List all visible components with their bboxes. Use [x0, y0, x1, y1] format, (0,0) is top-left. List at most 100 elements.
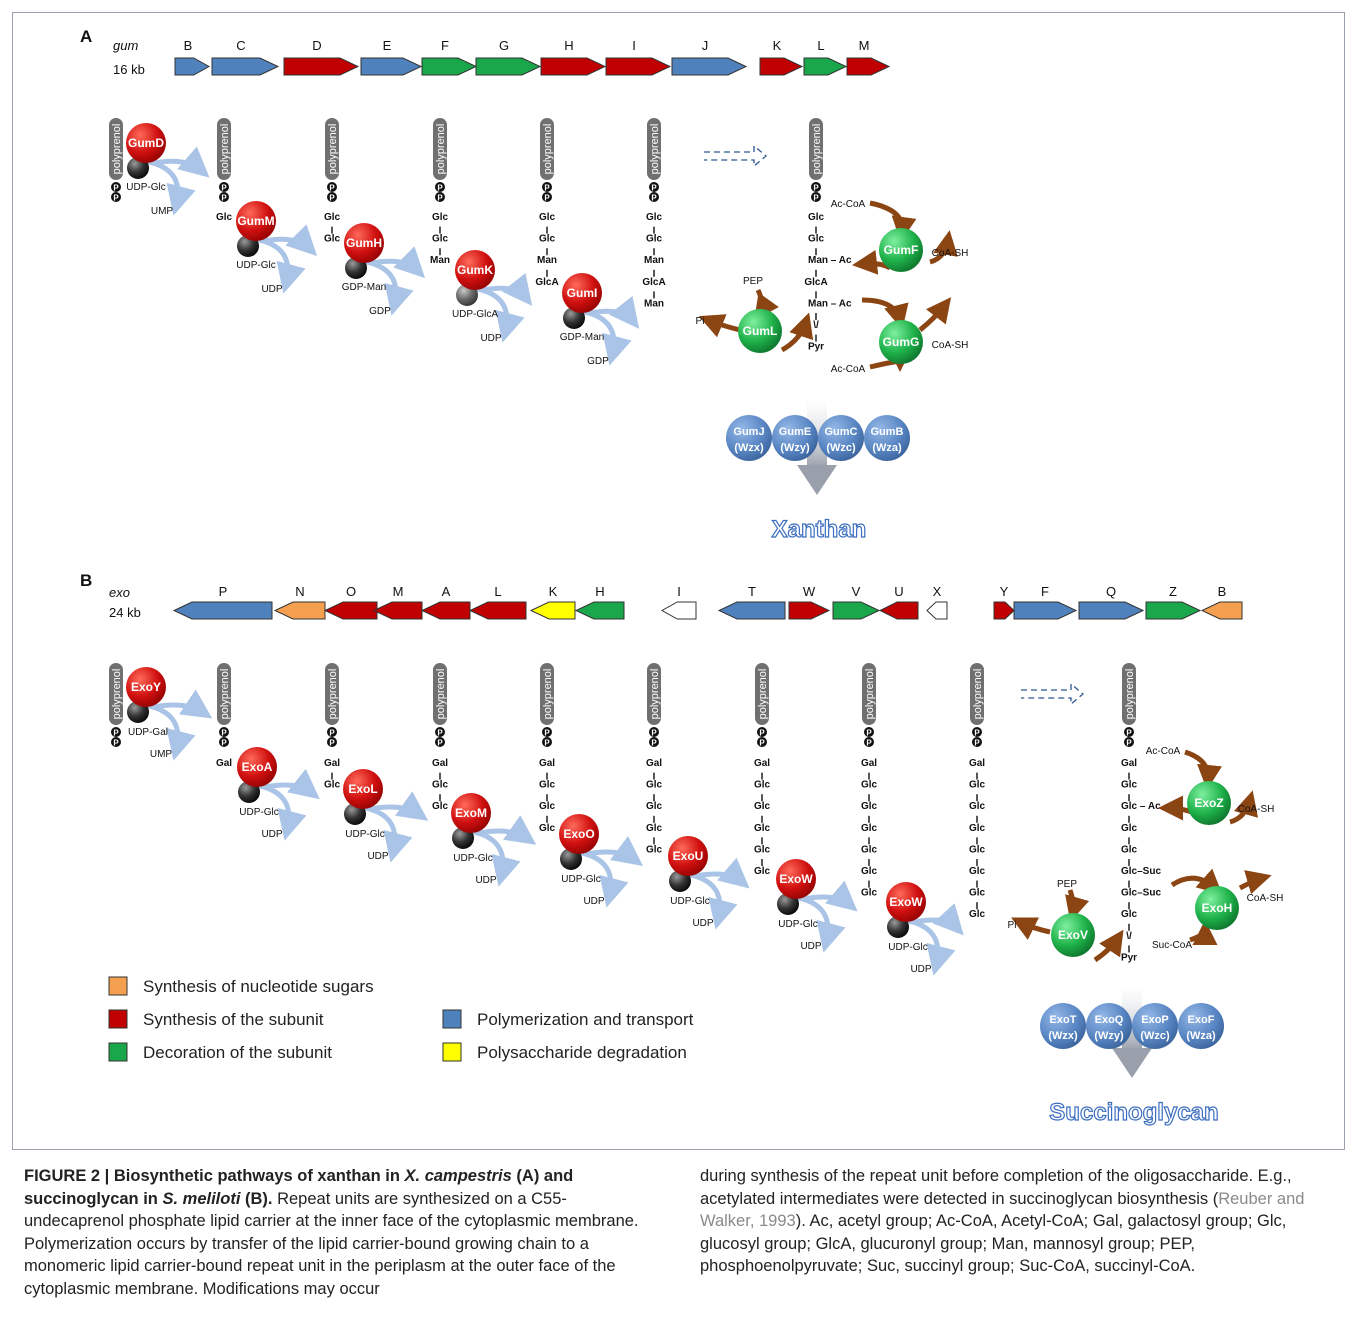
gum-l-product: Pi — [696, 316, 705, 327]
exo-step-8-phosphate-label-2: P — [866, 739, 872, 748]
exo-final-phosphate-2 — [1124, 737, 1134, 747]
exo-step-9-phosphate-label-2: P — [974, 739, 980, 748]
exo-step-6-phosphate-1 — [649, 727, 659, 737]
exo-gene-Q-label: Q — [1106, 584, 1116, 599]
exo-enzyme-ExoU-6-sphere — [668, 836, 708, 876]
exo-step-3-chain-sugar-0: Gal — [324, 758, 340, 769]
exo-z-out-arrow — [1229, 790, 1259, 825]
exo-final-phosphate-label-1: P — [1126, 729, 1132, 738]
exo-step-1-phosphate-label-2: P — [113, 739, 119, 748]
exo-gene-I-arrow — [660, 601, 697, 620]
gum-step-1-reaction-arrow — [143, 158, 196, 216]
panel-b-locus-size: 24 kb — [109, 605, 141, 620]
gum-enzyme-GumK-label: GumK — [457, 263, 493, 277]
exo-step-9-chain-sugar-5: Glc — [969, 866, 986, 877]
gum-gene-E-label: E — [383, 38, 392, 53]
gum-polymer-name: Xanthan — [772, 516, 867, 543]
caption-citation-link[interactable]: Reuber and Walker, 1993 — [700, 1189, 1305, 1231]
exo-step-2-lipid-label: polyprenol — [219, 669, 231, 720]
exo-enzyme-ExoU-6-label: ExoU — [673, 849, 704, 863]
gum-final-phosphate-2 — [811, 192, 821, 202]
gum-gene-D-label: D — [312, 38, 321, 53]
gum-step-5-chain-sugar-1: Glc — [539, 234, 556, 245]
exo-step-7-chain-sugar-0: Gal — [754, 758, 770, 769]
exo-gene-T-arrow — [717, 601, 786, 620]
gum-l-in-arrow — [754, 288, 779, 321]
gum-gene-M-label: M — [859, 38, 870, 53]
exo-step-7-chain-sugar-3: Glc — [754, 823, 771, 834]
exo-step-4-phosphate-2 — [435, 737, 445, 747]
gum-step-4-product-label: UDP — [480, 333, 501, 344]
gum-step-1-donor-label: UDP-Glc — [126, 182, 165, 193]
exo-step-5-chain-sugar-2: Glc — [539, 801, 556, 812]
exo-gene-M-label: M — [393, 584, 404, 599]
exo-step-3-phosphate-label-1: P — [329, 729, 335, 738]
exo-step-7-donor-label: UDP-Glc — [778, 919, 817, 930]
exo-h-substrate: Suc-CoA — [1152, 940, 1192, 951]
exo-step-9-chain-sugar-4: Glc — [969, 844, 986, 855]
gum-enzyme-GumG-sphere — [879, 320, 923, 364]
legend-swatch-decoration — [108, 1042, 128, 1062]
gum-gene-F-label: F — [441, 38, 449, 53]
gum-gene-J-arrow — [671, 57, 748, 76]
gum-step-2-chain-sugar-0: Glc — [216, 212, 233, 223]
exo-gene-B-arrow — [1200, 601, 1243, 620]
gum-step-4-phosphate-label-2: P — [437, 194, 443, 203]
gum-enzyme-GumF-label: GumF — [884, 243, 919, 257]
gum-transporter-GumB-name: GumB — [871, 426, 904, 438]
gum-transporter-GumE-alias: (Wzy) — [780, 442, 810, 454]
exo-step-7-phosphate-label-1: P — [759, 729, 765, 738]
panel-b-letter: B — [80, 571, 92, 590]
exo-step-6-transfer-arrow — [695, 857, 750, 889]
exo-step-2-phosphate-label-2: P — [221, 739, 227, 748]
exo-v-in-arrow — [1065, 889, 1090, 922]
exo-gene-T-label: T — [748, 584, 756, 599]
legend-swatch-nucleotide — [108, 976, 128, 996]
exo-gene-N-arrow — [273, 601, 326, 620]
exo-step-7-chain-sugar-1: Glc — [754, 780, 771, 791]
exo-step-3-product-label: UDP — [367, 851, 388, 862]
exo-v-out-arrow — [1011, 917, 1051, 940]
exo-step-7-lipid-label: polyprenol — [757, 669, 769, 720]
exo-step-3-chain-sugar-1: Glc — [324, 780, 341, 791]
exo-step-3-lipid — [325, 663, 339, 725]
exo-step-9-chain-sugar-0: Gal — [969, 758, 985, 769]
gum-step-5-chain-sugar-0: Glc — [539, 212, 556, 223]
exo-v-substrate: PEP — [1057, 879, 1077, 890]
gum-enzyme-GumL-label: GumL — [743, 324, 778, 338]
gum-g-ac-arrow — [861, 297, 909, 330]
gum-step-2-donor-label: UDP-Glc — [236, 260, 275, 271]
gum-final-chain-sugar-1: Glc — [808, 234, 825, 245]
gum-enzyme-GumM-sphere — [236, 201, 276, 241]
gum-gene-B-arrow — [174, 57, 211, 76]
exo-step-5-chain-sugar-3: Glc — [539, 823, 556, 834]
exo-step-3-lipid-label: polyprenol — [327, 669, 339, 720]
gum-step-6-chain-sugar-2: Man — [644, 255, 664, 266]
exo-step-5-phosphate-label-2: P — [544, 739, 550, 748]
exo-z-substrate: Ac-CoA — [1146, 746, 1181, 757]
gum-gene-J-label: J — [702, 38, 709, 53]
legend-label-nucleotide: Synthesis of nucleotide sugars — [143, 977, 374, 996]
exo-step-2-donor-label: UDP-Glc — [239, 807, 278, 818]
exo-step-6-product-label: UDP — [692, 918, 713, 929]
exo-step-7-reaction-arrow — [793, 894, 846, 953]
gum-enzyme-GumM-label: GumM — [237, 214, 274, 228]
gum-final-chain-sugar-5: \/ — [813, 320, 819, 331]
exo-step-3-phosphate-2 — [327, 737, 337, 747]
caption-right-column: during synthesis of the repeat unit befo… — [700, 1165, 1334, 1278]
gum-enzyme-GumD-label: GumD — [128, 136, 164, 150]
gum-transporter-GumB-alias: (Wza) — [872, 442, 902, 454]
exo-step-4-reaction-arrow — [468, 828, 521, 887]
exo-gene-A-arrow — [420, 601, 471, 620]
exo-gene-W-label: W — [803, 584, 816, 599]
exo-final-phosphate-1 — [1124, 727, 1134, 737]
gum-step-2-phosphate-1 — [219, 182, 229, 192]
gum-transporter-GumC-name: GumC — [825, 426, 858, 438]
gum-step-3-transfer-arrow — [371, 246, 426, 279]
exo-step-6-phosphate-label-2: P — [651, 739, 657, 748]
gum-enzyme-GumH-sphere — [344, 223, 384, 263]
gum-step-6-chain-sugar-1: Glc — [646, 234, 663, 245]
exo-gene-Q-arrow — [1078, 601, 1145, 620]
gum-g-product: CoA-SH — [932, 340, 969, 351]
gum-step-1-phosphate-label-2: P — [113, 194, 119, 203]
